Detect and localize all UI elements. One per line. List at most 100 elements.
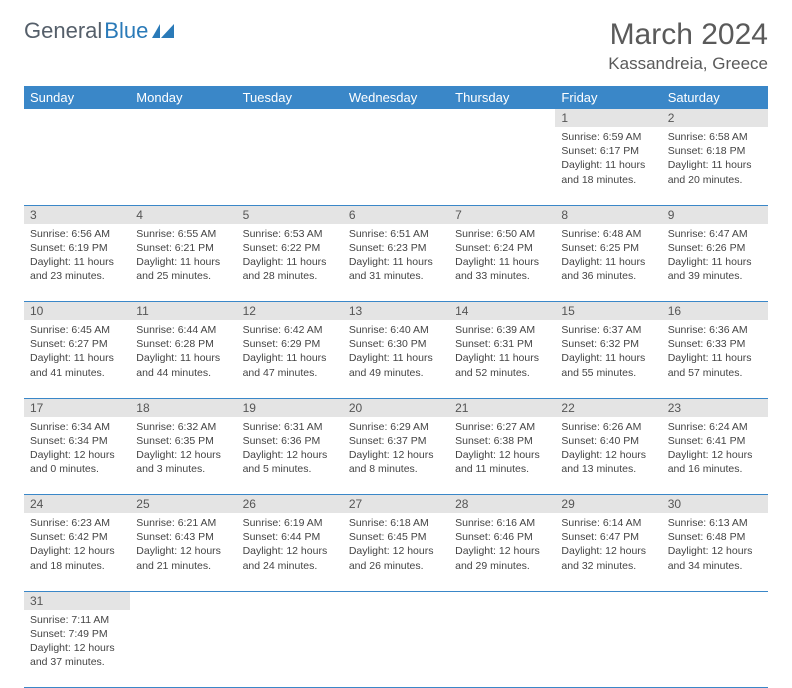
daylight-text: Daylight: 11 hours and 28 minutes.	[243, 255, 337, 283]
day-cell: Sunrise: 6:18 AMSunset: 6:45 PMDaylight:…	[343, 513, 449, 591]
day-number-cell: 28	[449, 495, 555, 514]
weekday-header: Wednesday	[343, 86, 449, 109]
day-number-row: 24252627282930	[24, 495, 768, 514]
day-number: 4	[130, 206, 236, 224]
day-number: 31	[24, 592, 130, 610]
day-number: 9	[662, 206, 768, 224]
day-number: 3	[24, 206, 130, 224]
day-details: Sunrise: 6:58 AMSunset: 6:18 PMDaylight:…	[662, 127, 768, 192]
day-number: 27	[343, 495, 449, 513]
daylight-text: Daylight: 11 hours and 33 minutes.	[455, 255, 549, 283]
sunset-text: Sunset: 6:40 PM	[561, 434, 655, 448]
daylight-text: Daylight: 11 hours and 20 minutes.	[668, 158, 762, 186]
day-details: Sunrise: 6:34 AMSunset: 6:34 PMDaylight:…	[24, 417, 130, 482]
daylight-text: Daylight: 12 hours and 18 minutes.	[30, 544, 124, 572]
day-number: 8	[555, 206, 661, 224]
day-number-cell	[343, 591, 449, 610]
sunrise-text: Sunrise: 6:44 AM	[136, 323, 230, 337]
sunrise-text: Sunrise: 6:40 AM	[349, 323, 443, 337]
daylight-text: Daylight: 11 hours and 25 minutes.	[136, 255, 230, 283]
sunrise-text: Sunrise: 6:26 AM	[561, 420, 655, 434]
daylight-text: Daylight: 11 hours and 47 minutes.	[243, 351, 337, 379]
day-number-cell	[130, 591, 236, 610]
day-number-cell: 8	[555, 205, 661, 224]
day-details: Sunrise: 6:32 AMSunset: 6:35 PMDaylight:…	[130, 417, 236, 482]
sunrise-text: Sunrise: 6:19 AM	[243, 516, 337, 530]
day-details: Sunrise: 6:50 AMSunset: 6:24 PMDaylight:…	[449, 224, 555, 289]
daylight-text: Daylight: 12 hours and 11 minutes.	[455, 448, 549, 476]
sunset-text: Sunset: 6:30 PM	[349, 337, 443, 351]
day-number: 21	[449, 399, 555, 417]
day-number-row: 3456789	[24, 205, 768, 224]
day-details: Sunrise: 7:11 AMSunset: 7:49 PMDaylight:…	[24, 610, 130, 675]
day-number: 22	[555, 399, 661, 417]
daylight-text: Daylight: 12 hours and 16 minutes.	[668, 448, 762, 476]
sunset-text: Sunset: 6:44 PM	[243, 530, 337, 544]
day-number-cell: 4	[130, 205, 236, 224]
logo-flag-icon	[152, 22, 178, 40]
day-number: 20	[343, 399, 449, 417]
day-details: Sunrise: 6:59 AMSunset: 6:17 PMDaylight:…	[555, 127, 661, 192]
day-number-cell	[130, 109, 236, 127]
day-number-cell: 22	[555, 398, 661, 417]
day-details: Sunrise: 6:44 AMSunset: 6:28 PMDaylight:…	[130, 320, 236, 385]
weekday-header-row: Sunday Monday Tuesday Wednesday Thursday…	[24, 86, 768, 109]
daylight-text: Daylight: 11 hours and 31 minutes.	[349, 255, 443, 283]
day-number-cell: 1	[555, 109, 661, 127]
day-cell	[662, 610, 768, 688]
day-number-cell: 7	[449, 205, 555, 224]
header: GeneralBlue March 2024 Kassandreia, Gree…	[24, 18, 768, 74]
location: Kassandreia, Greece	[608, 54, 768, 74]
sunset-text: Sunset: 6:22 PM	[243, 241, 337, 255]
day-cell: Sunrise: 6:47 AMSunset: 6:26 PMDaylight:…	[662, 224, 768, 302]
sunrise-text: Sunrise: 6:59 AM	[561, 130, 655, 144]
sunset-text: Sunset: 6:47 PM	[561, 530, 655, 544]
sunrise-text: Sunrise: 6:13 AM	[668, 516, 762, 530]
sunset-text: Sunset: 6:18 PM	[668, 144, 762, 158]
day-cell: Sunrise: 6:23 AMSunset: 6:42 PMDaylight:…	[24, 513, 130, 591]
day-number: 6	[343, 206, 449, 224]
daylight-text: Daylight: 12 hours and 0 minutes.	[30, 448, 124, 476]
day-cell: Sunrise: 6:27 AMSunset: 6:38 PMDaylight:…	[449, 417, 555, 495]
sunrise-text: Sunrise: 6:48 AM	[561, 227, 655, 241]
day-number-cell: 3	[24, 205, 130, 224]
day-details: Sunrise: 6:21 AMSunset: 6:43 PMDaylight:…	[130, 513, 236, 578]
sunrise-text: Sunrise: 6:24 AM	[668, 420, 762, 434]
sunrise-text: Sunrise: 6:39 AM	[455, 323, 549, 337]
daylight-text: Daylight: 12 hours and 21 minutes.	[136, 544, 230, 572]
day-number: 1	[555, 109, 661, 127]
day-cell	[237, 610, 343, 688]
day-cell: Sunrise: 6:19 AMSunset: 6:44 PMDaylight:…	[237, 513, 343, 591]
day-number	[449, 592, 555, 596]
sunset-text: Sunset: 6:17 PM	[561, 144, 655, 158]
sunset-text: Sunset: 6:19 PM	[30, 241, 124, 255]
day-details: Sunrise: 6:55 AMSunset: 6:21 PMDaylight:…	[130, 224, 236, 289]
sunset-text: Sunset: 6:36 PM	[243, 434, 337, 448]
weekday-header: Tuesday	[237, 86, 343, 109]
day-details: Sunrise: 6:45 AMSunset: 6:27 PMDaylight:…	[24, 320, 130, 385]
day-number: 14	[449, 302, 555, 320]
weekday-header: Thursday	[449, 86, 555, 109]
day-number-cell: 2	[662, 109, 768, 127]
sunrise-text: Sunrise: 6:50 AM	[455, 227, 549, 241]
day-number: 12	[237, 302, 343, 320]
day-number: 25	[130, 495, 236, 513]
day-number-cell: 18	[130, 398, 236, 417]
day-number-cell: 25	[130, 495, 236, 514]
day-details: Sunrise: 6:27 AMSunset: 6:38 PMDaylight:…	[449, 417, 555, 482]
day-body-row: Sunrise: 6:56 AMSunset: 6:19 PMDaylight:…	[24, 224, 768, 302]
sunrise-text: Sunrise: 6:16 AM	[455, 516, 549, 530]
day-cell: Sunrise: 6:39 AMSunset: 6:31 PMDaylight:…	[449, 320, 555, 398]
day-number: 29	[555, 495, 661, 513]
day-cell: Sunrise: 6:34 AMSunset: 6:34 PMDaylight:…	[24, 417, 130, 495]
title-block: March 2024 Kassandreia, Greece	[608, 18, 768, 74]
sunset-text: Sunset: 6:31 PM	[455, 337, 549, 351]
sunrise-text: Sunrise: 6:47 AM	[668, 227, 762, 241]
sunset-text: Sunset: 6:34 PM	[30, 434, 124, 448]
sunset-text: Sunset: 6:42 PM	[30, 530, 124, 544]
logo-text-2: Blue	[104, 18, 148, 44]
logo: GeneralBlue	[24, 18, 178, 44]
day-number	[237, 592, 343, 596]
day-cell	[449, 127, 555, 205]
day-cell: Sunrise: 6:36 AMSunset: 6:33 PMDaylight:…	[662, 320, 768, 398]
